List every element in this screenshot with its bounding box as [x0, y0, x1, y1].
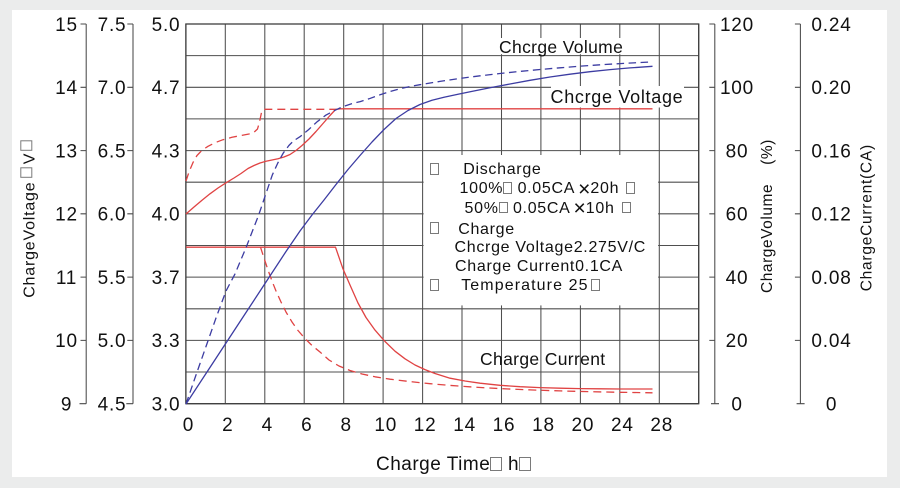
- svg-text:ChargeVolume(%): ChargeVolume(%): [759, 139, 776, 293]
- svg-text:0: 0: [183, 415, 194, 436]
- svg-text:3.3: 3.3: [152, 331, 181, 352]
- svg-text:18: 18: [532, 415, 555, 436]
- svg-text:0.24: 0.24: [811, 15, 851, 36]
- svg-text:ChargeVoltage: ChargeVoltage: [21, 182, 38, 298]
- svg-text:10: 10: [374, 415, 397, 436]
- svg-text:V: V: [21, 153, 38, 164]
- svg-text:9: 9: [61, 395, 72, 416]
- svg-text:8: 8: [341, 415, 352, 436]
- svg-text:4.3: 4.3: [152, 142, 181, 163]
- svg-text:10: 10: [55, 331, 78, 352]
- svg-text:4.5: 4.5: [98, 395, 127, 416]
- svg-text:15: 15: [55, 15, 78, 36]
- svg-text:80: 80: [726, 142, 749, 163]
- svg-text:4.0: 4.0: [152, 205, 181, 226]
- svg-text:14: 14: [453, 415, 476, 436]
- svg-text:11: 11: [56, 268, 77, 289]
- svg-text:13: 13: [55, 142, 78, 163]
- svg-text:0.08: 0.08: [811, 268, 851, 289]
- svg-text:3.7: 3.7: [152, 268, 181, 289]
- svg-text:2: 2: [222, 415, 233, 436]
- svg-text:0.20: 0.20: [811, 78, 851, 99]
- svg-text:4: 4: [262, 415, 273, 436]
- svg-text:4.7: 4.7: [152, 78, 181, 99]
- svg-text:0: 0: [826, 395, 837, 416]
- svg-text:16: 16: [493, 415, 516, 436]
- svg-text:6.5: 6.5: [98, 142, 127, 163]
- svg-text:20: 20: [572, 415, 595, 436]
- svg-text:12: 12: [55, 205, 78, 226]
- svg-text:24: 24: [611, 415, 634, 436]
- svg-text:28: 28: [650, 415, 673, 436]
- svg-text:20: 20: [726, 331, 749, 352]
- svg-text:60: 60: [726, 205, 749, 226]
- svg-text:ChargeCurrent(CA): ChargeCurrent(CA): [859, 144, 876, 291]
- svg-text:100: 100: [720, 78, 754, 99]
- svg-text:40: 40: [726, 268, 749, 289]
- svg-text:5.0: 5.0: [98, 331, 127, 352]
- svg-text:5.5: 5.5: [98, 268, 127, 289]
- svg-text:7.5: 7.5: [98, 15, 127, 36]
- svg-text:0: 0: [731, 395, 742, 416]
- svg-text:7.0: 7.0: [98, 78, 127, 99]
- svg-text:3.0: 3.0: [152, 395, 181, 416]
- svg-text:120: 120: [720, 15, 754, 36]
- svg-text:5.0: 5.0: [152, 15, 181, 36]
- svg-text:14: 14: [55, 78, 78, 99]
- svg-text:6: 6: [301, 415, 312, 436]
- svg-text:6.0: 6.0: [98, 205, 127, 226]
- svg-text:0.04: 0.04: [811, 331, 851, 352]
- svg-text:0.12: 0.12: [811, 205, 851, 226]
- svg-text:12: 12: [414, 415, 437, 436]
- svg-text:0.16: 0.16: [811, 142, 851, 163]
